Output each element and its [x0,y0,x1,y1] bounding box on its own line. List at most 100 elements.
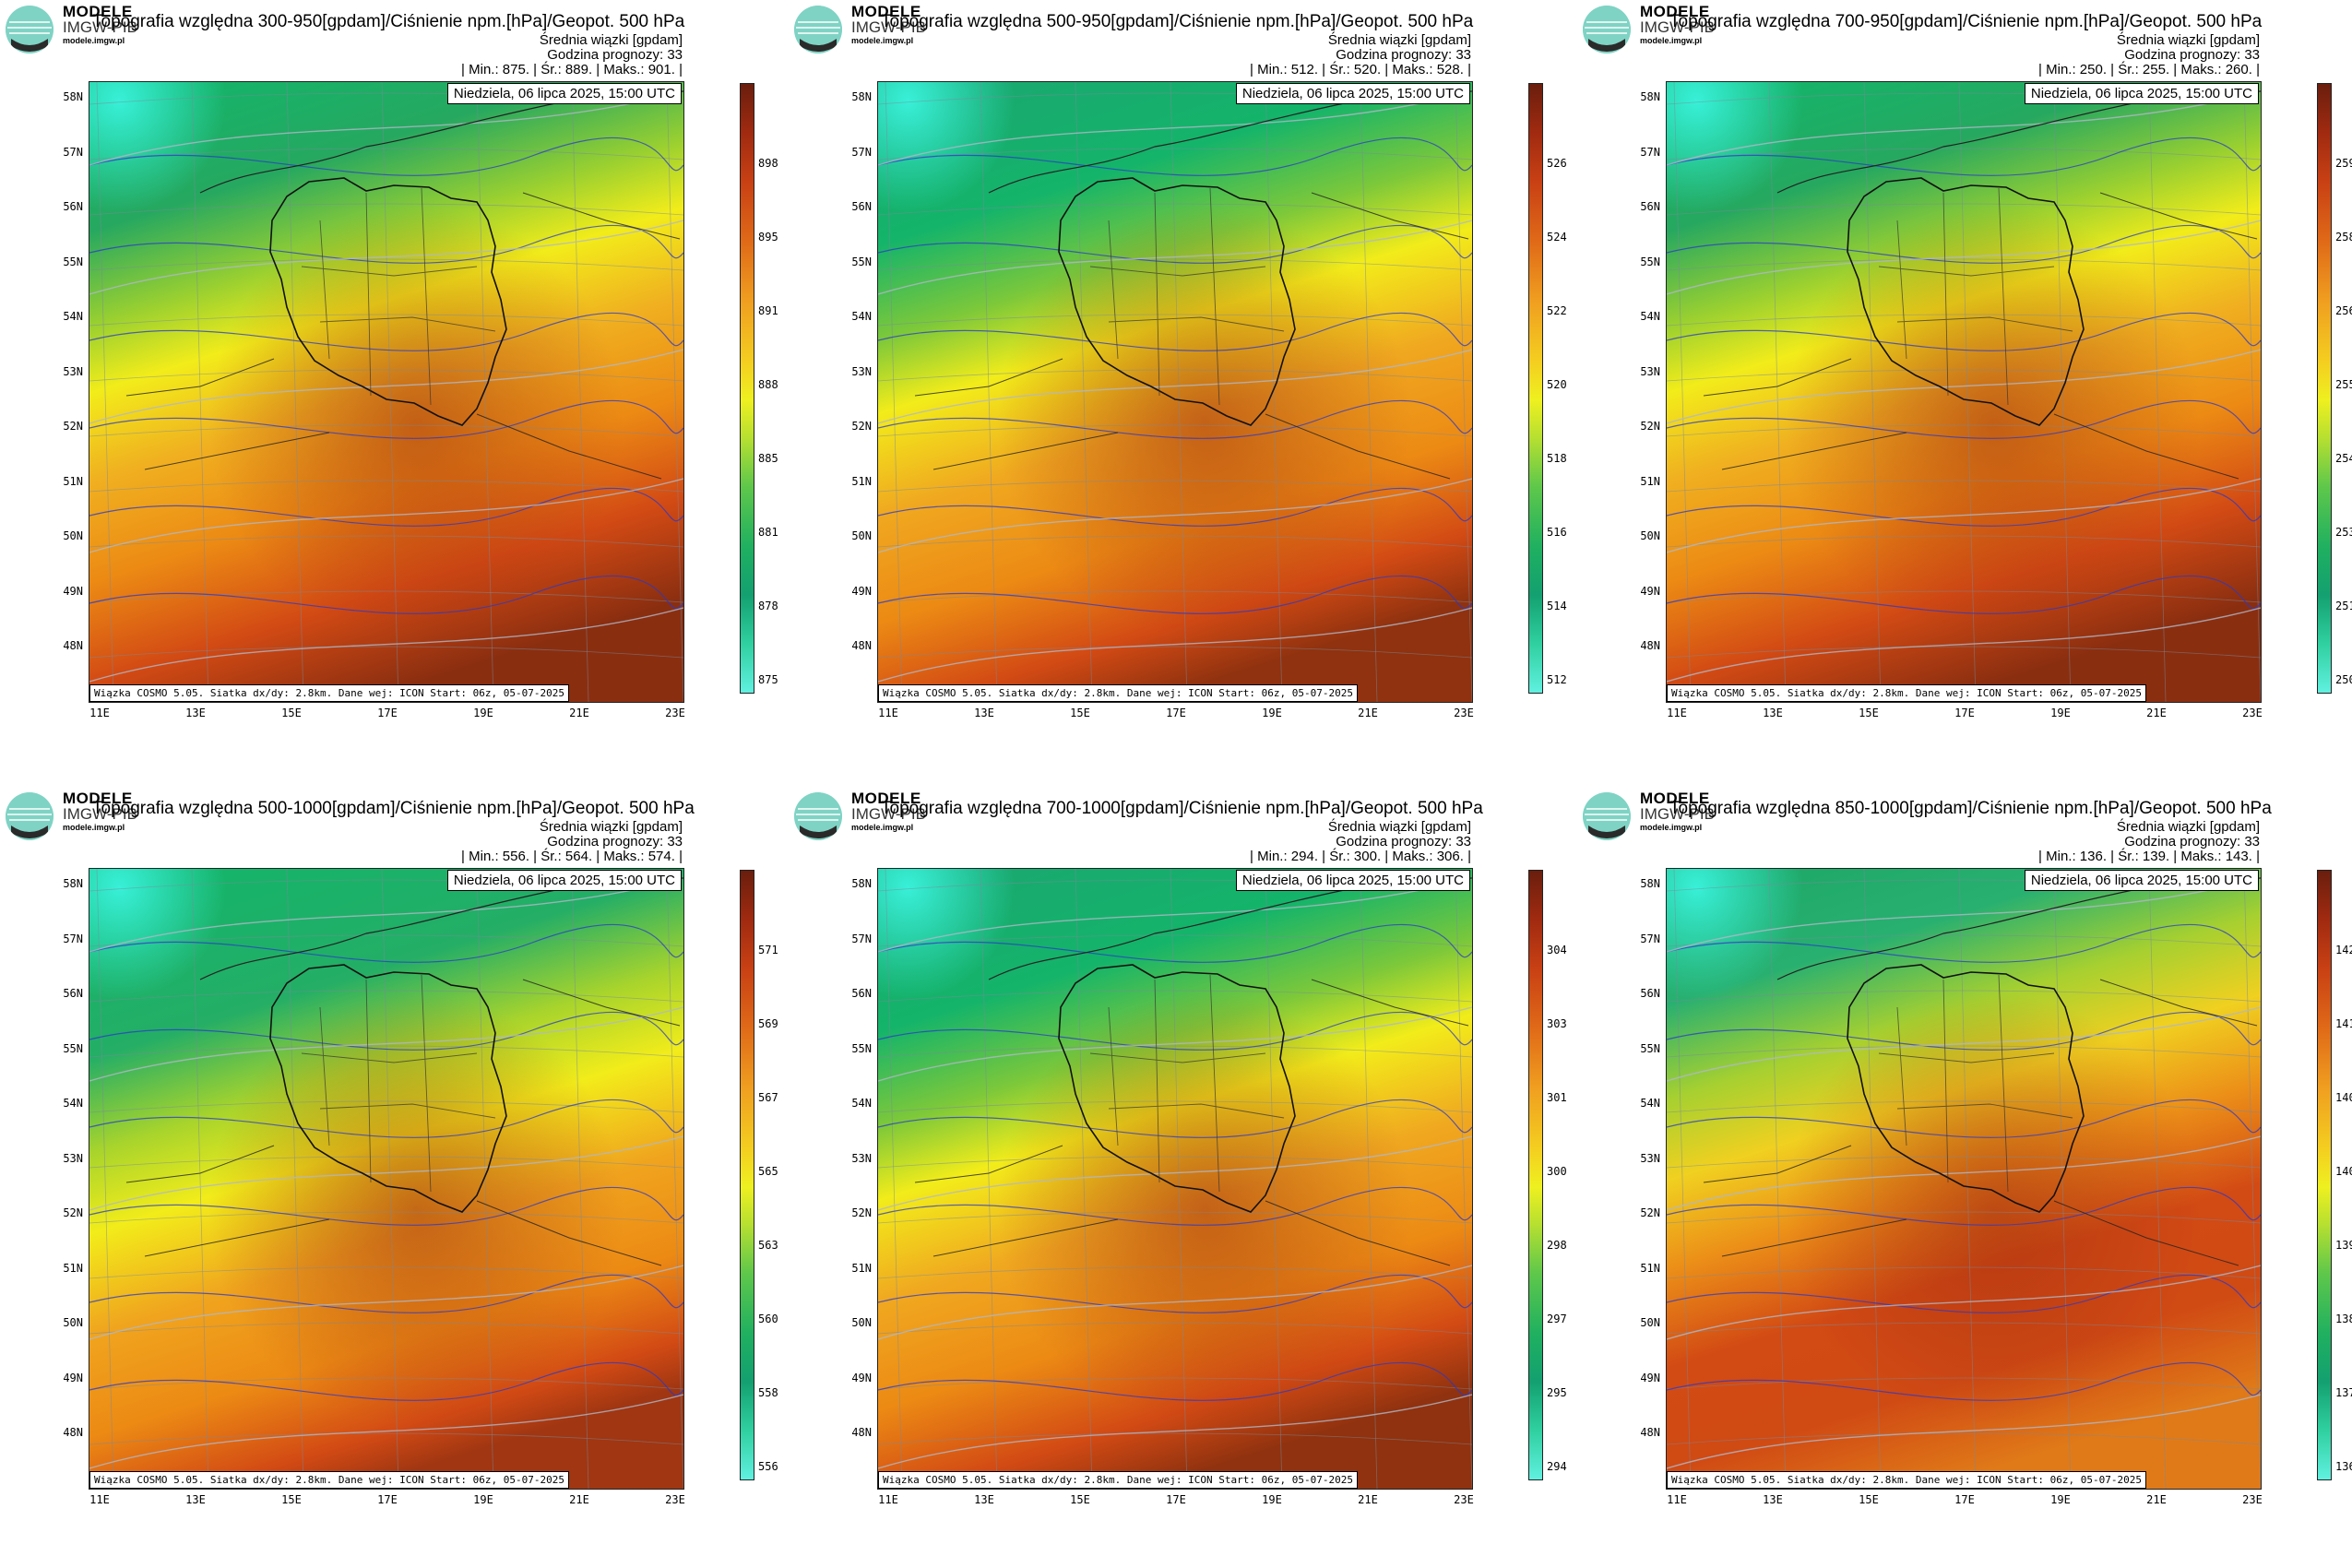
lon-label: 13E [185,707,206,719]
min-value: 512. [1290,62,1318,77]
colorbar-tick-label: 140 [2335,1165,2352,1178]
ensemble-mean-label: Średnia wiązki [gpdam] [1327,819,1471,835]
panel-subtitle: Średnia wiązki [gpdam] Godzina prognozy:… [1328,820,1471,849]
lat-label: 54N [1640,1097,1660,1110]
lat-label: 58N [63,90,83,103]
panel-title: Topografia względna 850-1000[gpdam]/Ciśn… [1669,799,2272,818]
lon-label: 21E [1358,1493,1378,1506]
brand-title: MODELE [851,790,921,807]
lon-label: 15E [1070,707,1090,719]
mean-label: | Śr.: [2110,849,2139,864]
lat-label: 56N [63,987,83,1000]
lon-label: 23E [665,707,685,719]
colorbar-tick-label: 304 [1547,944,1567,956]
max-label: | Maks.: [1384,849,1433,864]
lon-label: 11E [878,707,898,719]
panel-title: Topografia względna 300-950[gpdam]/Ciśni… [92,12,685,31]
lon-label: 13E [1763,1493,1783,1506]
lat-label: 50N [851,1316,872,1329]
colorbar-tick-label: 571 [758,944,778,956]
lat-label: 49N [851,1371,872,1384]
lon-label: 17E [377,1493,398,1506]
forecast-panel: MODELE IMGW-PIB modele.imgw.pl Topografi… [1577,0,2352,766]
forecast-panel: MODELE IMGW-PIB modele.imgw.pl Topografi… [789,0,1567,766]
panel-title: Topografia względna 500-1000[gpdam]/Ciśn… [92,799,695,818]
mean-value: 889. [564,62,593,77]
brand-title: MODELE [1640,3,1710,20]
lead-time-label: Godzina prognozy: 33 [2124,47,2260,63]
max-value: 143. [2225,849,2252,864]
colorbar-tick-label: 898 [758,157,778,170]
lat-label: 49N [63,1371,83,1384]
min-label: | Min.: [1250,62,1288,77]
min-label: | Min.: [461,849,499,864]
imgw-logo [6,792,53,840]
lat-label: 57N [63,932,83,945]
lon-label: 21E [2146,707,2167,719]
colorbar-tick-label: 512 [1547,673,1567,686]
panel-title: Topografia względna 500-950[gpdam]/Ciśni… [881,12,1474,31]
ensemble-mean-label: Średnia wiązki [gpdam] [2116,32,2260,48]
brand-block: MODELE IMGW-PIB modele.imgw.pl [1640,4,1715,46]
min-value: 136. [2079,849,2107,864]
lat-label: 54N [1640,310,1660,323]
colorbar-tick-label: 524 [1547,231,1567,244]
max-label: | Maks.: [596,62,645,77]
lat-label: 51N [1640,474,1660,488]
lat-label: 51N [63,474,83,488]
stats-line: | Min.: 875. | Śr.: 889. | Maks.: 901. | [461,62,683,77]
brand-url: modele.imgw.pl [63,36,125,45]
valid-date: Niedziela, 06 lipca 2025, 15:00 UTC [2024,83,2259,104]
map-canvas [878,869,1472,1489]
lat-label: 55N [851,255,872,268]
panel-subtitle: Średnia wiązki [gpdam] Godzina prognozy:… [2117,33,2260,63]
lat-label: 51N [851,1261,872,1275]
lon-label: 19E [2050,707,2071,719]
mean-label: | Śr.: [1322,849,1350,864]
lon-label: 19E [1262,1493,1282,1506]
lat-label: 49N [1640,1371,1660,1384]
lat-label: 56N [1640,200,1660,213]
colorbar-tick-label: 565 [758,1165,778,1178]
lon-label: 17E [1954,1493,1975,1506]
brand-subtitle: IMGW-PIB [851,18,926,36]
lon-label: 13E [974,1493,994,1506]
forecast-panel: MODELE IMGW-PIB modele.imgw.pl Topografi… [0,787,778,1552]
lat-label: 48N [851,639,872,652]
lon-label: 11E [1667,1493,1687,1506]
model-footnote: Wiązka COSMO 5.05. Siatka dx/dy: 2.8km. … [878,684,1358,702]
colorbar-tick-label: 258 [2335,231,2352,244]
map-frame: Niedziela, 06 lipca 2025, 15:00 UTC Wiąz… [1666,868,2262,1490]
lat-label: 53N [851,1151,872,1165]
colorbar-tick-label: 136 [2335,1460,2352,1473]
lon-label: 11E [878,1493,898,1506]
colorbar-tick-label: 251 [2335,600,2352,612]
ensemble-mean-label: Średnia wiązki [gpdam] [2116,819,2260,835]
lat-label: 58N [1640,90,1660,103]
map-frame: Niedziela, 06 lipca 2025, 15:00 UTC Wiąz… [89,868,684,1490]
valid-date: Niedziela, 06 lipca 2025, 15:00 UTC [446,83,682,104]
lat-label: 51N [63,1261,83,1275]
colorbar-tick-label: 885 [758,452,778,465]
ensemble-mean-label: Średnia wiązki [gpdam] [539,32,683,48]
map-frame: Niedziela, 06 lipca 2025, 15:00 UTC Wiąz… [877,81,1473,703]
stats-line: | Min.: 556. | Śr.: 564. | Maks.: 574. | [461,849,683,864]
brand-url: modele.imgw.pl [1640,823,1703,832]
lead-time-label: Godzina prognozy: 33 [547,47,683,63]
lon-label: 15E [1859,707,1879,719]
stats-line: | Min.: 294. | Śr.: 300. | Maks.: 306. | [1250,849,1471,864]
brand-url: modele.imgw.pl [1640,36,1703,45]
panel-title: Topografia względna 700-1000[gpdam]/Ciśn… [881,799,1483,818]
min-value: 250. [2079,62,2107,77]
brand-title: MODELE [1640,790,1710,807]
brand-title: MODELE [63,790,133,807]
lat-label: 52N [1640,420,1660,433]
colorbar-tick-label: 558 [758,1386,778,1399]
lon-label: 19E [473,1493,493,1506]
colorbar-tick-label: 297 [1547,1313,1567,1325]
min-label: | Min.: [1250,849,1288,864]
colorbar-tick-label: 142 [2335,944,2352,956]
max-value: 528. [1436,62,1464,77]
model-footnote: Wiązka COSMO 5.05. Siatka dx/dy: 2.8km. … [1667,1471,2146,1489]
lat-label: 48N [63,1426,83,1439]
